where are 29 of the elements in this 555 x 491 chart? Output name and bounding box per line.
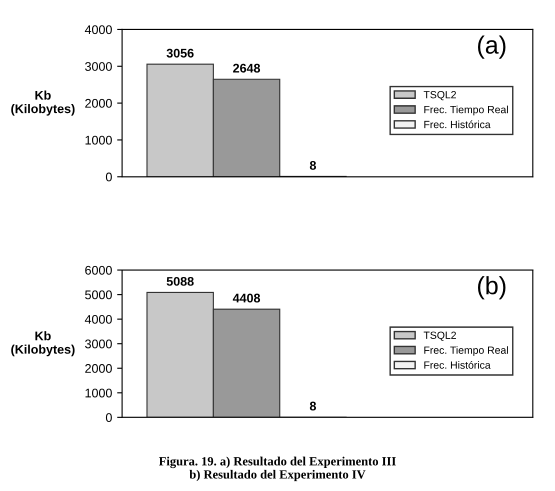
legend-label: TSQL2	[424, 332, 456, 341]
data-label: 8	[310, 160, 316, 170]
data-label: 3056	[166, 48, 194, 58]
text: Figura. 19. a) Resultado del Experimento III b) Resultado del Experimento IV	[158, 456, 396, 482]
y-tick-label: 2000	[85, 364, 112, 373]
y-tick-label: 3000	[85, 62, 112, 71]
legend-label: TSQL2	[424, 90, 456, 100]
y-tick-label: 1000	[86, 388, 112, 398]
legend-label: Frec. Tiempo Real	[424, 346, 508, 356]
legend-label: Frec. Histórica	[424, 361, 491, 369]
data-label: 4408	[232, 294, 260, 302]
legend-label: Frec. Tiempo Real	[424, 106, 508, 116]
y-tick-label: 5000	[85, 290, 112, 300]
legend-label: Frec. Histórica	[424, 120, 491, 128]
y-axis-title: Kb (Kilobytes)	[11, 90, 75, 116]
y-tick-label: 2000	[85, 98, 112, 108]
y-axis-title: Kb (Kilobytes)	[11, 331, 75, 356]
y-tick-label: 0	[106, 413, 112, 422]
y-tick-label: 4000	[84, 314, 112, 324]
y-tick-label: 1000	[86, 136, 112, 145]
y-tick-label: 0	[106, 172, 112, 182]
data-label: 8	[310, 402, 316, 411]
chart-title: (b)	[478, 276, 506, 300]
y-tick-label: 3000	[85, 340, 112, 348]
data-label: 2648	[233, 64, 260, 73]
y-tick-label: 6000	[85, 266, 112, 275]
y-tick-label: 4000	[84, 25, 112, 34]
data-label: 5088	[166, 276, 194, 286]
chart-title: (a)	[478, 35, 506, 59]
